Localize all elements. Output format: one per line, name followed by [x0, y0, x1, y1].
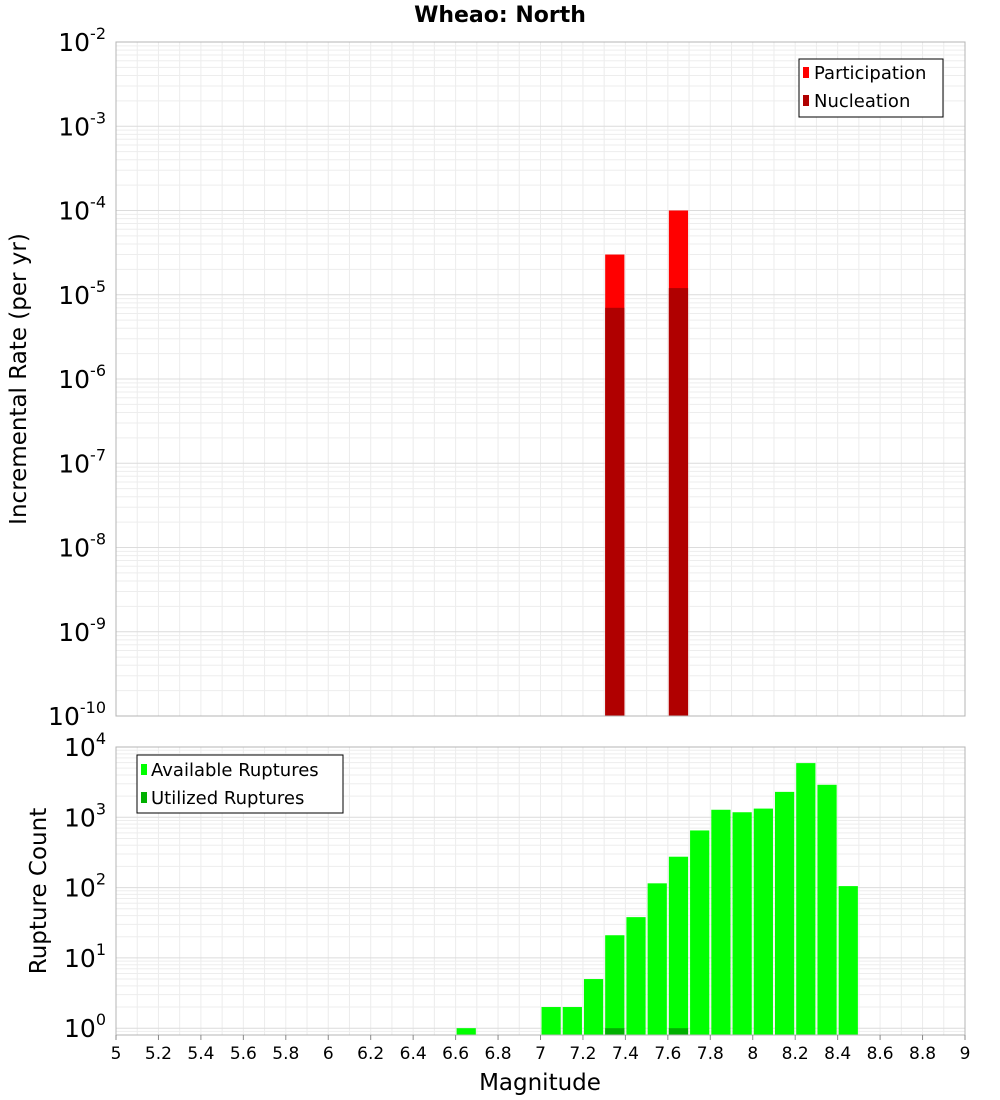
top-bar-s1: [605, 307, 625, 716]
x-tick-label: 8.2: [782, 1044, 809, 1064]
legend-label-nucleation: Nucleation: [814, 91, 910, 112]
bottom-y-axis-label: Rupture Count: [26, 808, 52, 974]
top-plot: 10-10 10-9 10-8 10-7 10-6 10-5 10-4 10-3 10-2 In…: [6, 24, 966, 731]
bottom-bar-s0: [732, 812, 752, 1035]
top-y-tick-label: 10-8: [58, 530, 106, 563]
bottom-plot: 100 101 102 103 104 5 5.2 5.4 5.6 5.8 6 6.2 6.4 6.6 6…: [26, 729, 970, 1096]
top-y-tick-label: 10-4: [58, 193, 106, 226]
x-tick-label: 8.6: [867, 1044, 894, 1064]
bottom-bar-s0: [456, 1028, 476, 1035]
bottom-legend: Available Ruptures Utilized Ruptures: [136, 754, 344, 814]
bottom-legend-box: [136, 754, 344, 814]
x-tick-label: 6.6: [442, 1044, 469, 1064]
top-legend: Participation Nucleation: [798, 58, 944, 118]
bottom-y-tick-label: 102: [64, 870, 106, 903]
legend-swatch-participation: [803, 67, 809, 78]
x-tick-label: 5.8: [272, 1044, 299, 1064]
legend-label-utilized: Utilized Ruptures: [151, 788, 304, 809]
bottom-bar-s0: [817, 784, 837, 1035]
bottom-bar-s1: [605, 1028, 625, 1035]
bottom-bar-s0: [690, 830, 710, 1035]
bottom-x-ticks: 5 5.2 5.4 5.6 5.8 6 6.2 6.4 6.6 6.8 7 7.2 7.4 7.6 7.8 8…: [111, 1035, 971, 1064]
top-bars: [605, 210, 689, 716]
top-y-tick-label: 10-5: [58, 277, 106, 310]
top-bar-s1: [668, 288, 689, 716]
x-tick-label: 7.8: [697, 1044, 724, 1064]
bottom-bar-s0: [647, 883, 667, 1035]
bottom-bar-s0: [541, 1007, 561, 1035]
bottom-bar-s0: [668, 856, 689, 1035]
bottom-bar-s0: [562, 1007, 582, 1035]
top-y-tick-label: 10-7: [58, 445, 106, 478]
x-tick-label: 7: [535, 1044, 546, 1064]
top-y-ticks: 10-10 10-9 10-8 10-7 10-6 10-5 10-4 10-3 10-2: [48, 24, 106, 731]
top-y-tick-label: 10-10: [48, 698, 106, 731]
bottom-bar-s0: [838, 886, 858, 1035]
x-tick-label: 8.4: [824, 1044, 851, 1064]
x-tick-label: 5: [111, 1044, 122, 1064]
bottom-bar-s0: [753, 808, 773, 1035]
top-y-tick-label: 10-2: [58, 24, 106, 57]
x-tick-label: 6.4: [400, 1044, 427, 1064]
x-tick-label: 7.2: [569, 1044, 596, 1064]
top-y-axis-label: Incremental Rate (per yr): [6, 233, 32, 525]
x-tick-label: 9: [960, 1044, 971, 1064]
chart-title: Wheao: North: [414, 3, 586, 28]
bottom-y-tick-label: 100: [64, 1010, 106, 1043]
x-tick-label: 6.8: [485, 1044, 512, 1064]
legend-label-participation: Participation: [814, 63, 926, 84]
legend-swatch-utilized: [141, 792, 147, 803]
bottom-y-tick-label: 103: [64, 799, 106, 832]
top-y-tick-label: 10-9: [58, 614, 106, 647]
bottom-bar-s0: [796, 763, 816, 1035]
bottom-bar-s0: [626, 917, 646, 1035]
bottom-bar-s0: [583, 979, 604, 1035]
x-tick-label: 5.6: [230, 1044, 257, 1064]
bottom-y-ticks: 100 101 102 103 104: [64, 729, 106, 1043]
top-plot-frame: [115, 41, 966, 717]
top-y-tick-label: 10-6: [58, 361, 106, 394]
x-tick-label: 8: [747, 1044, 758, 1064]
bottom-bar-s1: [668, 1028, 689, 1035]
x-tick-label: 5.4: [187, 1044, 214, 1064]
bottom-bar-s0: [711, 809, 731, 1035]
x-tick-label: 5.2: [145, 1044, 172, 1064]
bottom-bar-s0: [774, 791, 795, 1035]
legend-label-available: Available Ruptures: [151, 760, 319, 781]
x-tick-label: 6: [323, 1044, 334, 1064]
bottom-bar-s0: [605, 935, 625, 1035]
legend-swatch-available: [141, 764, 147, 775]
top-y-tick-label: 10-3: [58, 108, 106, 141]
bottom-bars: [456, 763, 858, 1035]
x-tick-label: 6.2: [357, 1044, 384, 1064]
x-tick-label: 8.8: [909, 1044, 936, 1064]
top-grid: [116, 42, 965, 717]
x-axis-label: Magnitude: [479, 1070, 601, 1096]
x-tick-label: 7.6: [654, 1044, 681, 1064]
legend-swatch-nucleation: [803, 95, 809, 106]
x-tick-label: 7.4: [612, 1044, 639, 1064]
top-legend-box: [798, 58, 944, 118]
bottom-y-tick-label: 104: [64, 729, 106, 762]
bottom-y-tick-label: 101: [64, 940, 106, 973]
